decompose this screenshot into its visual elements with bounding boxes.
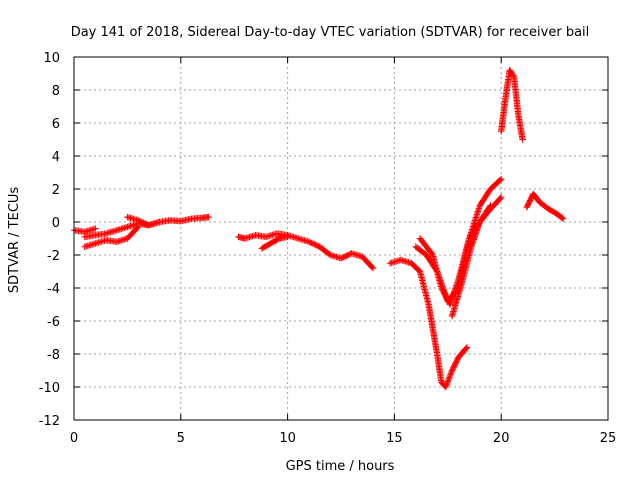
x-tick-label: 5 (177, 431, 185, 446)
y-tick-label: -8 (47, 348, 60, 363)
y-tick-label: -6 (47, 315, 60, 330)
data-point (558, 214, 566, 222)
data-point (498, 175, 505, 183)
data-point (487, 202, 494, 209)
series-track-10 (448, 202, 494, 320)
data-point (441, 291, 449, 299)
data-point (462, 345, 470, 352)
series-track-2 (81, 223, 142, 250)
series-track-12 (523, 190, 567, 222)
data-point (368, 263, 376, 271)
series-track-7 (386, 256, 471, 391)
x-tick-label: 0 (70, 431, 78, 446)
data-point (498, 194, 505, 201)
y-tick-label: -2 (47, 249, 60, 264)
data-point (369, 265, 377, 272)
data-point (205, 213, 212, 221)
y-tick-label: -10 (39, 381, 60, 396)
y-tick-label: 8 (52, 84, 60, 99)
y-tick-label: -12 (39, 414, 60, 429)
series-track-9 (416, 175, 505, 308)
data-point (443, 294, 450, 301)
x-axis-label: GPS time / hours (286, 459, 395, 474)
data-points (70, 67, 567, 391)
data-point (442, 293, 449, 300)
data-point (440, 288, 447, 296)
series-track-4 (124, 213, 163, 229)
y-tick-label: -4 (47, 282, 60, 297)
data-point (463, 344, 471, 351)
data-point (438, 284, 445, 292)
chart-title: Day 141 of 2018, Sidereal Day-to-day VTE… (71, 25, 590, 40)
data-point (156, 218, 163, 226)
series-track-1 (70, 225, 99, 236)
x-tick-label: 20 (493, 431, 510, 446)
x-tick-label: 15 (386, 431, 403, 446)
series-track-5 (235, 230, 377, 272)
data-point (496, 176, 504, 184)
y-tick-label: 2 (52, 183, 60, 198)
x-tick-label: 25 (600, 431, 617, 446)
data-point (519, 136, 526, 143)
y-tick-label: 4 (52, 150, 60, 165)
y-tick-label: 6 (52, 117, 60, 132)
data-point (325, 250, 333, 258)
data-point (92, 225, 99, 232)
series-track-11 (498, 67, 526, 143)
data-point (439, 287, 447, 294)
data-point (284, 233, 291, 241)
data-point (438, 286, 446, 293)
series-track-6 (258, 233, 291, 252)
data-point (509, 72, 517, 79)
x-tick-label: 10 (279, 431, 296, 446)
y-axis-label: SDTVAR / TECUs (7, 187, 22, 294)
plot-frame (73, 56, 609, 421)
data-point (497, 195, 504, 202)
data-point (486, 203, 493, 210)
y-tick-label: 0 (52, 216, 60, 231)
data-point (559, 215, 567, 222)
data-point (441, 290, 448, 297)
y-tick-label: 10 (43, 51, 60, 66)
